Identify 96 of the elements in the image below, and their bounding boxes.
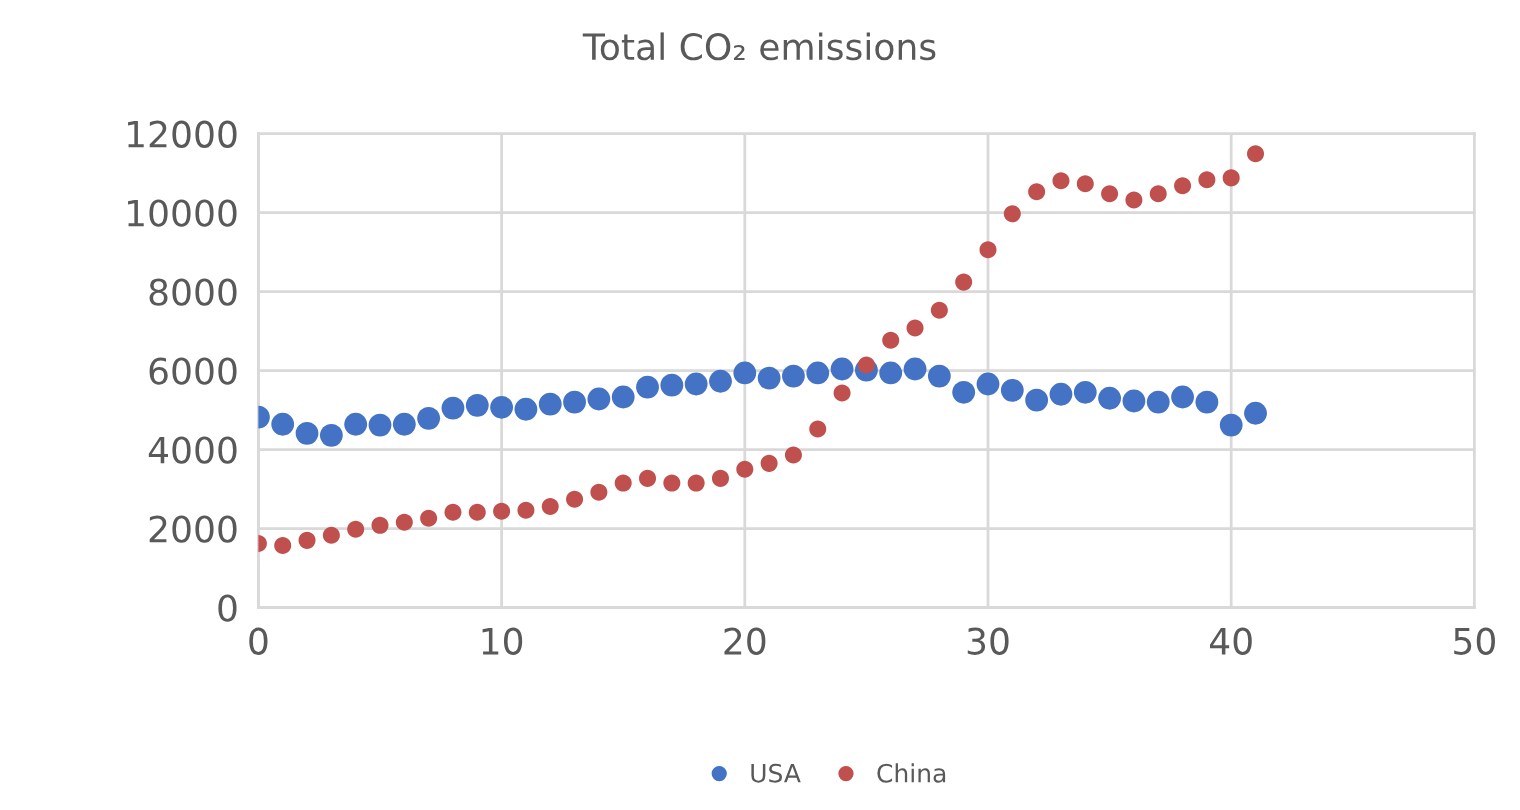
point — [465, 393, 489, 417]
point — [1195, 390, 1219, 414]
point — [879, 361, 903, 385]
point — [417, 406, 441, 430]
point — [1073, 380, 1097, 404]
point — [587, 387, 611, 411]
y-tick-label: 8000 — [149, 278, 237, 306]
point — [395, 513, 413, 531]
point — [538, 392, 562, 416]
point — [271, 412, 295, 436]
point — [1219, 413, 1243, 437]
point — [1125, 191, 1143, 209]
point — [392, 412, 416, 436]
legend-label: China — [877, 763, 946, 783]
point — [566, 490, 584, 508]
point — [1174, 177, 1192, 195]
point — [976, 372, 1000, 396]
point — [298, 531, 316, 549]
point — [563, 390, 586, 414]
x-tick-label: 40 — [1209, 627, 1252, 655]
point — [322, 526, 340, 544]
point — [274, 537, 292, 555]
point — [444, 503, 462, 521]
point — [344, 412, 368, 436]
y-tick-label: 2000 — [149, 515, 237, 543]
point — [806, 361, 830, 385]
point — [684, 372, 708, 396]
point — [514, 397, 538, 421]
point — [1146, 390, 1170, 414]
point — [1049, 382, 1073, 406]
point — [1003, 205, 1021, 223]
point — [833, 384, 851, 402]
point — [493, 502, 511, 520]
point — [368, 413, 392, 437]
point — [663, 474, 681, 492]
y-tick-label: 12000 — [128, 120, 237, 148]
point — [1101, 185, 1119, 203]
point — [979, 241, 997, 259]
point — [490, 395, 514, 419]
point — [782, 364, 805, 388]
point — [1244, 401, 1267, 425]
point — [614, 474, 632, 492]
point — [930, 301, 948, 319]
point — [1025, 388, 1049, 412]
point — [903, 357, 927, 381]
point — [733, 361, 757, 385]
point — [590, 483, 608, 501]
point — [319, 423, 343, 447]
point — [955, 273, 973, 291]
point — [1171, 385, 1194, 409]
point — [636, 375, 659, 399]
point — [952, 380, 976, 404]
point — [760, 454, 778, 472]
point — [1149, 185, 1167, 203]
x-tick-label: 30 — [967, 627, 1009, 655]
point — [784, 446, 802, 464]
point — [420, 509, 438, 527]
point — [611, 385, 635, 409]
legend-label: USA — [751, 763, 801, 783]
y-tick-label: 4000 — [148, 436, 237, 464]
point — [1247, 145, 1265, 163]
point — [295, 421, 319, 445]
y-tick-label: 0 — [218, 594, 237, 622]
point — [687, 474, 705, 492]
point — [830, 357, 854, 381]
point — [906, 319, 924, 337]
point — [1052, 172, 1070, 190]
y-tick-label: 10000 — [128, 199, 237, 227]
point — [757, 366, 781, 390]
point — [441, 396, 465, 420]
point — [639, 469, 657, 487]
y-tick-label: 6000 — [149, 357, 237, 385]
point — [1122, 389, 1146, 413]
chart-title: Total CO₂ emissions — [582, 32, 936, 61]
point — [517, 501, 535, 519]
point — [347, 520, 365, 538]
point — [660, 373, 684, 397]
point — [541, 497, 559, 515]
point — [809, 420, 827, 438]
point — [736, 460, 754, 478]
point — [1098, 386, 1122, 410]
point — [1076, 175, 1094, 193]
point — [1028, 183, 1046, 201]
x-tick-label: 50 — [1454, 627, 1495, 655]
point — [882, 331, 900, 349]
point — [468, 503, 486, 521]
point — [1000, 378, 1024, 402]
x-tick-label: 10 — [482, 627, 523, 655]
point — [1222, 169, 1240, 187]
point — [927, 364, 951, 388]
x-tick-label: 0 — [249, 627, 268, 655]
point — [711, 469, 729, 487]
point — [371, 516, 389, 534]
x-tick-label: 20 — [724, 627, 766, 655]
point — [1198, 171, 1216, 189]
point — [709, 369, 732, 393]
